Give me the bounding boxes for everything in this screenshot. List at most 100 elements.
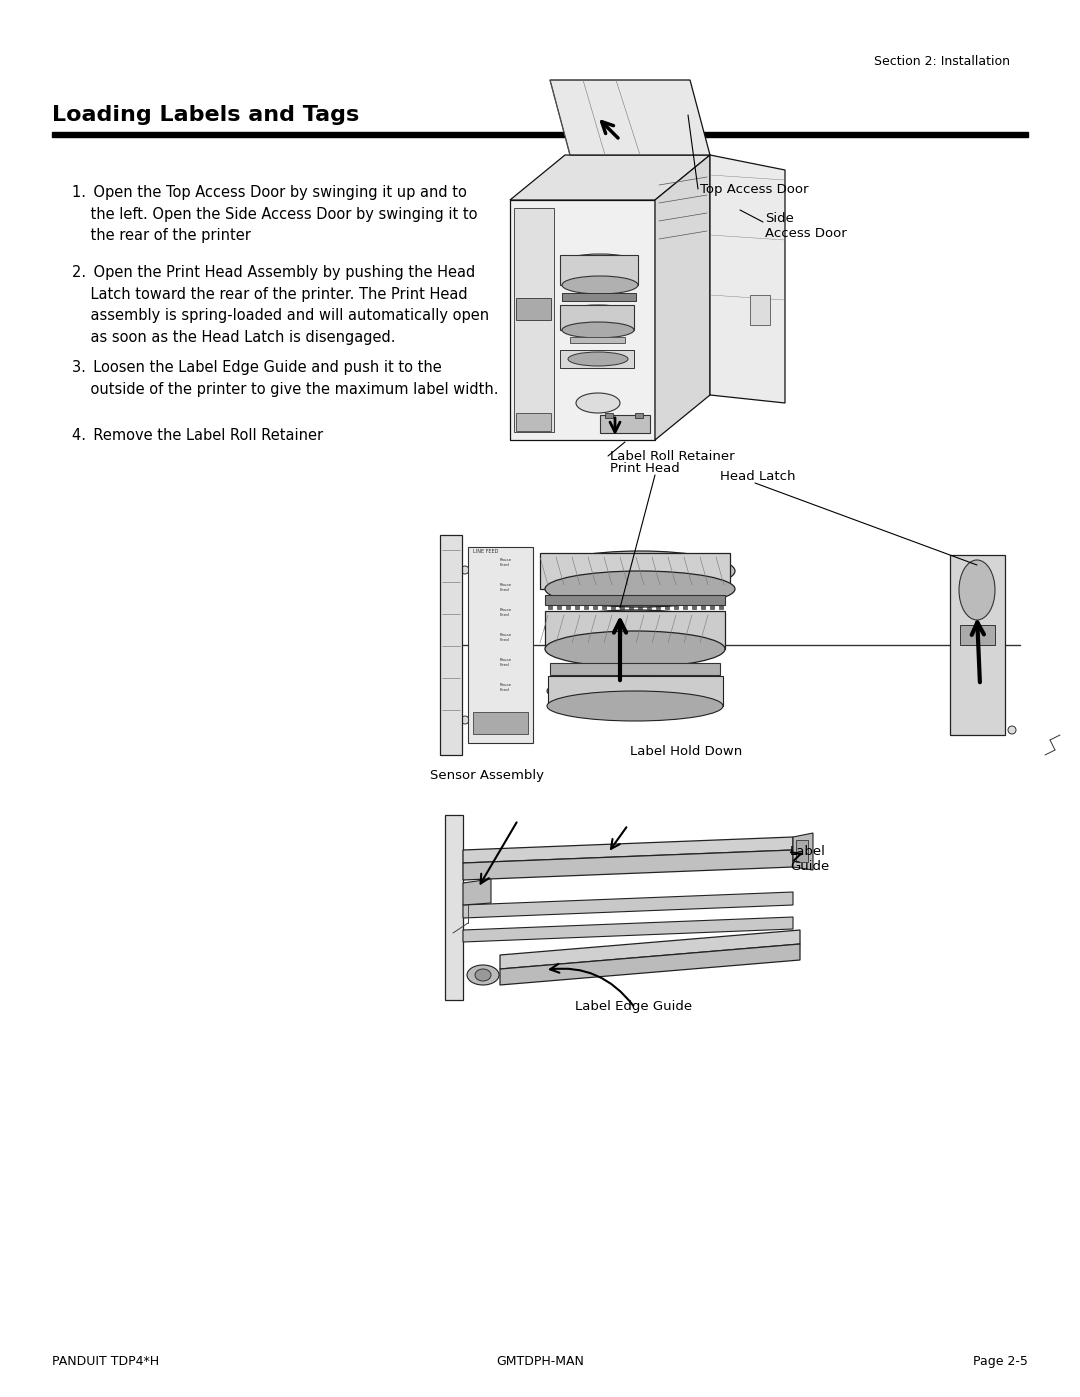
Bar [530,330,548,335]
Circle shape [519,225,525,231]
Polygon shape [500,930,800,970]
Text: Pause
Feed: Pause Feed [500,609,512,617]
Ellipse shape [545,550,735,591]
Circle shape [474,615,482,623]
Bar [674,605,678,609]
Bar [468,548,534,743]
Circle shape [953,710,963,719]
Text: 2. Open the Print Head Assembly by pushing the Head
    Latch toward the rear of: 2. Open the Print Head Assembly by pushi… [72,265,489,345]
Text: Print Head: Print Head [610,462,679,475]
Circle shape [519,394,525,400]
Bar [530,362,548,367]
Bar [548,605,552,609]
Text: Label
Guide: Label Guide [789,845,829,873]
Bar [582,373,590,386]
Text: Head Latch: Head Latch [720,469,796,483]
Circle shape [719,182,725,189]
Bar [960,624,995,645]
Ellipse shape [546,676,723,705]
Bar [611,605,615,609]
Bar [570,337,625,344]
Bar [530,261,548,267]
Circle shape [519,261,525,267]
Ellipse shape [545,610,725,645]
Polygon shape [463,837,793,863]
Bar [545,595,725,605]
Bar [473,712,528,733]
Bar [750,295,770,326]
Ellipse shape [475,970,491,981]
Bar [514,208,554,432]
Text: 1. Open the Top Access Door by swinging it up and to
    the left. Open the Side: 1. Open the Top Access Door by swinging … [72,184,477,243]
Ellipse shape [568,352,627,366]
Text: Pause
Feed: Pause Feed [500,683,512,692]
Polygon shape [710,155,785,402]
Bar [701,605,705,609]
Bar [629,605,633,609]
Polygon shape [463,893,793,918]
Ellipse shape [545,631,725,666]
Bar [593,605,597,609]
Bar [719,605,723,609]
Ellipse shape [467,965,499,985]
Ellipse shape [562,277,638,293]
Bar [530,379,548,383]
Bar [683,605,687,609]
Bar [575,605,579,609]
Circle shape [461,717,469,724]
Bar [796,840,808,862]
Circle shape [798,847,806,855]
Bar [516,298,551,320]
Circle shape [474,640,482,648]
Circle shape [519,379,525,384]
Bar [530,225,548,231]
Circle shape [519,279,525,285]
Bar [561,256,638,285]
Bar [540,553,730,590]
Circle shape [510,972,516,978]
Bar [624,373,632,386]
Polygon shape [463,879,491,905]
Polygon shape [440,535,462,754]
Circle shape [507,968,519,982]
Text: 4. Remove the Label Roll Retainer: 4. Remove the Label Roll Retainer [72,427,323,443]
Bar [561,305,634,330]
Text: 3. Loosen the Label Edge Guide and push it to the
    outside of the printer to : 3. Loosen the Label Edge Guide and push … [72,360,499,397]
Ellipse shape [546,692,723,721]
Bar [710,605,714,609]
Text: Label Edge Guide: Label Edge Guide [575,1000,692,1013]
Polygon shape [463,849,793,880]
Text: LINE FEED: LINE FEED [473,549,498,555]
Circle shape [519,330,525,337]
Bar [602,605,606,609]
Ellipse shape [562,254,638,272]
Circle shape [490,666,496,672]
Bar [530,243,548,249]
Circle shape [474,690,482,698]
Ellipse shape [959,560,995,620]
Circle shape [490,641,496,647]
Text: Label Roll Retainer: Label Roll Retainer [610,450,734,462]
Bar [516,414,551,432]
Bar [620,605,624,609]
Circle shape [461,566,469,574]
Bar [665,605,669,609]
Polygon shape [654,155,710,440]
Circle shape [953,564,963,576]
Text: Side
Access Door: Side Access Door [765,212,847,240]
Bar [562,293,636,300]
Bar [561,351,634,367]
Text: Sensor Assembly: Sensor Assembly [430,768,544,782]
Circle shape [519,362,525,367]
Bar [596,373,604,386]
Circle shape [1008,726,1016,733]
Bar [605,414,613,418]
Text: Pause
Feed: Pause Feed [500,559,512,567]
Bar [656,605,660,609]
Text: Loading Labels and Tags: Loading Labels and Tags [52,105,360,124]
Text: Pause
Feed: Pause Feed [500,633,512,643]
Text: GMTDPH-MAN: GMTDPH-MAN [496,1355,584,1368]
Circle shape [519,243,525,249]
Ellipse shape [562,321,634,338]
Text: Section 2: Installation: Section 2: Installation [874,54,1010,68]
